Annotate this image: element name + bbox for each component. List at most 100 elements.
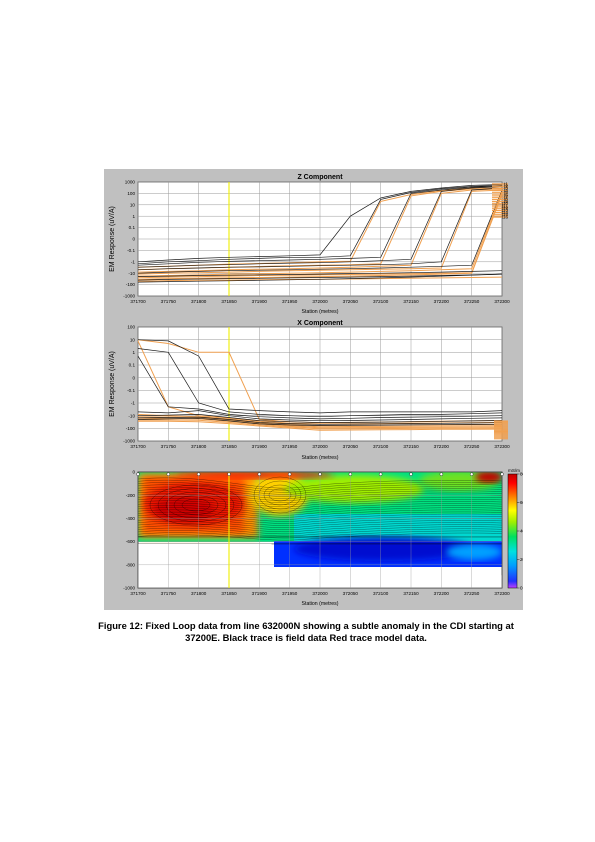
- cdi-x-tick: 372100: [373, 591, 389, 596]
- cdi-x-tick: 372300: [494, 591, 510, 596]
- colorbar-tick-label: 800: [520, 472, 523, 477]
- z-series-lines: [137, 184, 503, 283]
- cdi-y-tick: -600: [126, 539, 136, 544]
- z-series-field: [137, 273, 503, 281]
- z-series-field: [137, 270, 503, 277]
- cdi-contour: [138, 522, 502, 530]
- x-series-model: [138, 419, 503, 430]
- z-end-label: t10: [502, 201, 509, 206]
- z-end-label: t9: [504, 199, 508, 204]
- cdi-x-tick: 371800: [191, 591, 207, 596]
- cdi-contour: [138, 524, 502, 532]
- cdi-contour: [138, 507, 502, 516]
- z-series-field: [137, 185, 503, 265]
- cdi-contour: [138, 477, 502, 489]
- cdi-station-marker: [378, 472, 383, 476]
- x-y-tick: 100: [127, 325, 135, 330]
- z-y-tick: 100: [127, 191, 135, 196]
- x-series-field: [137, 348, 503, 418]
- z-x-tick: 371750: [161, 299, 177, 304]
- cdi-contour: [138, 495, 502, 505]
- cdi-y-tick: -200: [126, 493, 136, 498]
- cdi-contour: [138, 502, 502, 512]
- cdi-contour: [138, 532, 502, 541]
- cdi-x-tick: 372050: [343, 591, 359, 596]
- cdi-station-marker: [166, 472, 171, 476]
- colorbar-tick-label: 200: [520, 557, 523, 562]
- colorbar-tick-label: 0: [520, 586, 523, 591]
- cdi-gridlines: [137, 471, 503, 589]
- cdi-contour: [138, 484, 502, 495]
- cdi-y-tick: -800: [126, 562, 136, 567]
- z-x-tick: 372050: [343, 299, 359, 304]
- z-series-model: [137, 189, 503, 275]
- x-y-tick: 1: [132, 350, 135, 355]
- x-series-model: [137, 416, 503, 428]
- cdi-station-marker: [439, 472, 444, 476]
- colorbar-tick-labels: 800 600 400 200 0: [517, 472, 523, 591]
- z-x-axis-label: Station (metres): [302, 309, 339, 315]
- z-x-tick: 372100: [373, 299, 389, 304]
- cdi-x-tick: 371850: [221, 591, 237, 596]
- figure-panel: Z Component 1000 100 10 1 0.1 0 -0.1 -1 -10 -100-…: [104, 169, 523, 610]
- z-end-label: t15: [502, 212, 509, 217]
- cdi-station-marker: [318, 472, 322, 476]
- figure-caption: Figure 12: Fixed Loop data from line 632…: [96, 620, 516, 643]
- cdi-station-marker: [136, 472, 140, 476]
- cdi-contour: [138, 509, 502, 518]
- x-x-tick: 372050: [343, 444, 359, 449]
- cdi-station-marker: [500, 472, 504, 476]
- z-x-tick: 371850: [221, 299, 237, 304]
- x-y-tick: 0: [132, 375, 135, 380]
- x-series-field: [137, 339, 503, 414]
- cdi-x-tick: 372150: [403, 591, 419, 596]
- cdi-y-tick: -400: [126, 516, 136, 521]
- z-series-model: [137, 191, 503, 277]
- z-end-label: t5: [504, 190, 508, 195]
- x-x-axis-label: Station (metres): [302, 455, 339, 461]
- cdi-station-marker: [409, 472, 413, 476]
- cdi-contour: [138, 479, 502, 491]
- cdi-contour: [173, 495, 219, 515]
- x-chart-title: X Component: [297, 320, 343, 327]
- z-end-label: t11: [502, 203, 508, 208]
- x-y-tick: -100: [126, 426, 136, 431]
- cdi-contour: [138, 528, 502, 537]
- x-x-tick: 371800: [191, 444, 207, 449]
- z-x-tick: 371800: [191, 299, 207, 304]
- cdi-x-axis-label: Station (metres): [302, 601, 339, 607]
- figure-graphic: Z Component 10001001010.10-0.1-1-10-100-…: [109, 174, 523, 607]
- z-x-tick: 372000: [312, 299, 328, 304]
- cdi-contour: [157, 488, 235, 522]
- z-end-label: t4: [504, 188, 508, 193]
- x-x-tick: 372200: [434, 444, 450, 449]
- z-end-label: t2: [504, 184, 508, 189]
- z-y-tick-labels: 1000 100 10 1 0.1 0 -0.1 -1 -10 -100 -1000: [123, 180, 135, 299]
- z-x-tick: 371950: [282, 299, 298, 304]
- z-end-label: t1: [504, 181, 508, 186]
- cdi-station-markers: [136, 472, 504, 476]
- cdi-contour: [181, 498, 211, 512]
- cdi-x-tick: 371950: [282, 591, 298, 596]
- z-y-tick: -1: [131, 259, 136, 264]
- z-component-chart: Z Component 1000 100 10 1 0.1 0 -0.1 -1 -10 -100 -…: [109, 174, 510, 315]
- cdi-station-marker: [196, 472, 201, 476]
- x-x-tick: 372100: [373, 444, 389, 449]
- cdi-station-marker: [469, 472, 474, 476]
- colorbar-unit-label: mS/m: [508, 468, 520, 473]
- x-x-tick: 371700: [130, 444, 146, 449]
- x-y-tick-labels: 100 10 1 0.1 0 -0.1 -1 -10 -100 -1000: [123, 325, 135, 444]
- cdi-contour: [138, 491, 502, 501]
- z-y-tick: -100: [126, 282, 136, 287]
- x-y-tick: -1: [131, 401, 136, 406]
- x-series-field: [137, 355, 503, 420]
- x-component-chart: X Component 100 10 1 0.1 0 -0.1 -1 -10 -100 -1000…: [109, 320, 510, 461]
- z-y-tick: 10: [130, 202, 136, 207]
- x-y-tick: -1000: [123, 439, 135, 444]
- cdi-contour: [149, 484, 243, 526]
- x-x-tick: 372000: [312, 444, 328, 449]
- z-series-field: [137, 185, 503, 266]
- x-x-tick: 371950: [282, 444, 298, 449]
- x-y-axis-label: EM Response (uV/A): [109, 351, 116, 417]
